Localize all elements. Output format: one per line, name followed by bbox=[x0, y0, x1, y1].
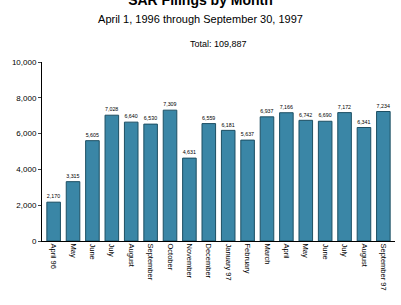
svg-text:6,937: 6,937 bbox=[260, 108, 273, 114]
svg-text:6,640: 6,640 bbox=[124, 113, 137, 119]
svg-text:June: June bbox=[321, 244, 330, 260]
svg-text:February: February bbox=[243, 244, 252, 274]
svg-text:7,309: 7,309 bbox=[163, 101, 176, 107]
svg-text:0: 0 bbox=[32, 237, 37, 246]
svg-text:July: July bbox=[107, 244, 116, 258]
svg-text:April: April bbox=[282, 244, 291, 259]
svg-text:4,000: 4,000 bbox=[16, 165, 37, 174]
svg-text:August: August bbox=[127, 244, 136, 268]
svg-text:2,170: 2,170 bbox=[47, 193, 60, 199]
svg-text:May: May bbox=[301, 244, 310, 258]
svg-text:7,166: 7,166 bbox=[280, 104, 293, 110]
svg-text:July: July bbox=[340, 244, 349, 258]
svg-text:10,000: 10,000 bbox=[12, 58, 37, 67]
svg-text:May: May bbox=[69, 244, 78, 258]
svg-text:4,631: 4,631 bbox=[183, 149, 196, 155]
svg-text:December: December bbox=[204, 244, 213, 279]
svg-text:Total: 109,887: Total: 109,887 bbox=[190, 39, 247, 49]
svg-text:6,559: 6,559 bbox=[202, 115, 215, 121]
svg-text:6,181: 6,181 bbox=[221, 122, 234, 128]
svg-text:September: September bbox=[146, 244, 155, 281]
svg-text:6,742: 6,742 bbox=[299, 112, 312, 118]
svg-text:2,000: 2,000 bbox=[16, 201, 37, 210]
svg-text:January 97: January 97 bbox=[224, 244, 233, 281]
svg-text:6,341: 6,341 bbox=[357, 119, 370, 125]
svg-text:7,028: 7,028 bbox=[105, 106, 118, 112]
svg-text:November: November bbox=[185, 244, 194, 279]
svg-text:5,637: 5,637 bbox=[241, 131, 254, 137]
svg-text:March: March bbox=[263, 244, 272, 265]
svg-text:5,605: 5,605 bbox=[86, 132, 99, 138]
svg-text:7,172: 7,172 bbox=[338, 104, 351, 110]
svg-text:6,000: 6,000 bbox=[16, 129, 37, 138]
svg-text:6,690: 6,690 bbox=[318, 112, 331, 118]
svg-text:June: June bbox=[88, 244, 97, 260]
svg-text:September 97: September 97 bbox=[379, 244, 388, 291]
svg-text:3,315: 3,315 bbox=[66, 173, 79, 179]
svg-text:8,000: 8,000 bbox=[16, 94, 37, 103]
svg-text:SAR Filings by MonthApril 1, 1: SAR Filings by MonthApril 1, 1996 throug… bbox=[98, 0, 303, 25]
svg-text:October: October bbox=[166, 244, 175, 271]
svg-text:7,234: 7,234 bbox=[377, 103, 390, 109]
svg-text:April 96: April 96 bbox=[49, 244, 58, 269]
svg-text:6,530: 6,530 bbox=[144, 115, 157, 121]
svg-text:August: August bbox=[360, 244, 369, 268]
